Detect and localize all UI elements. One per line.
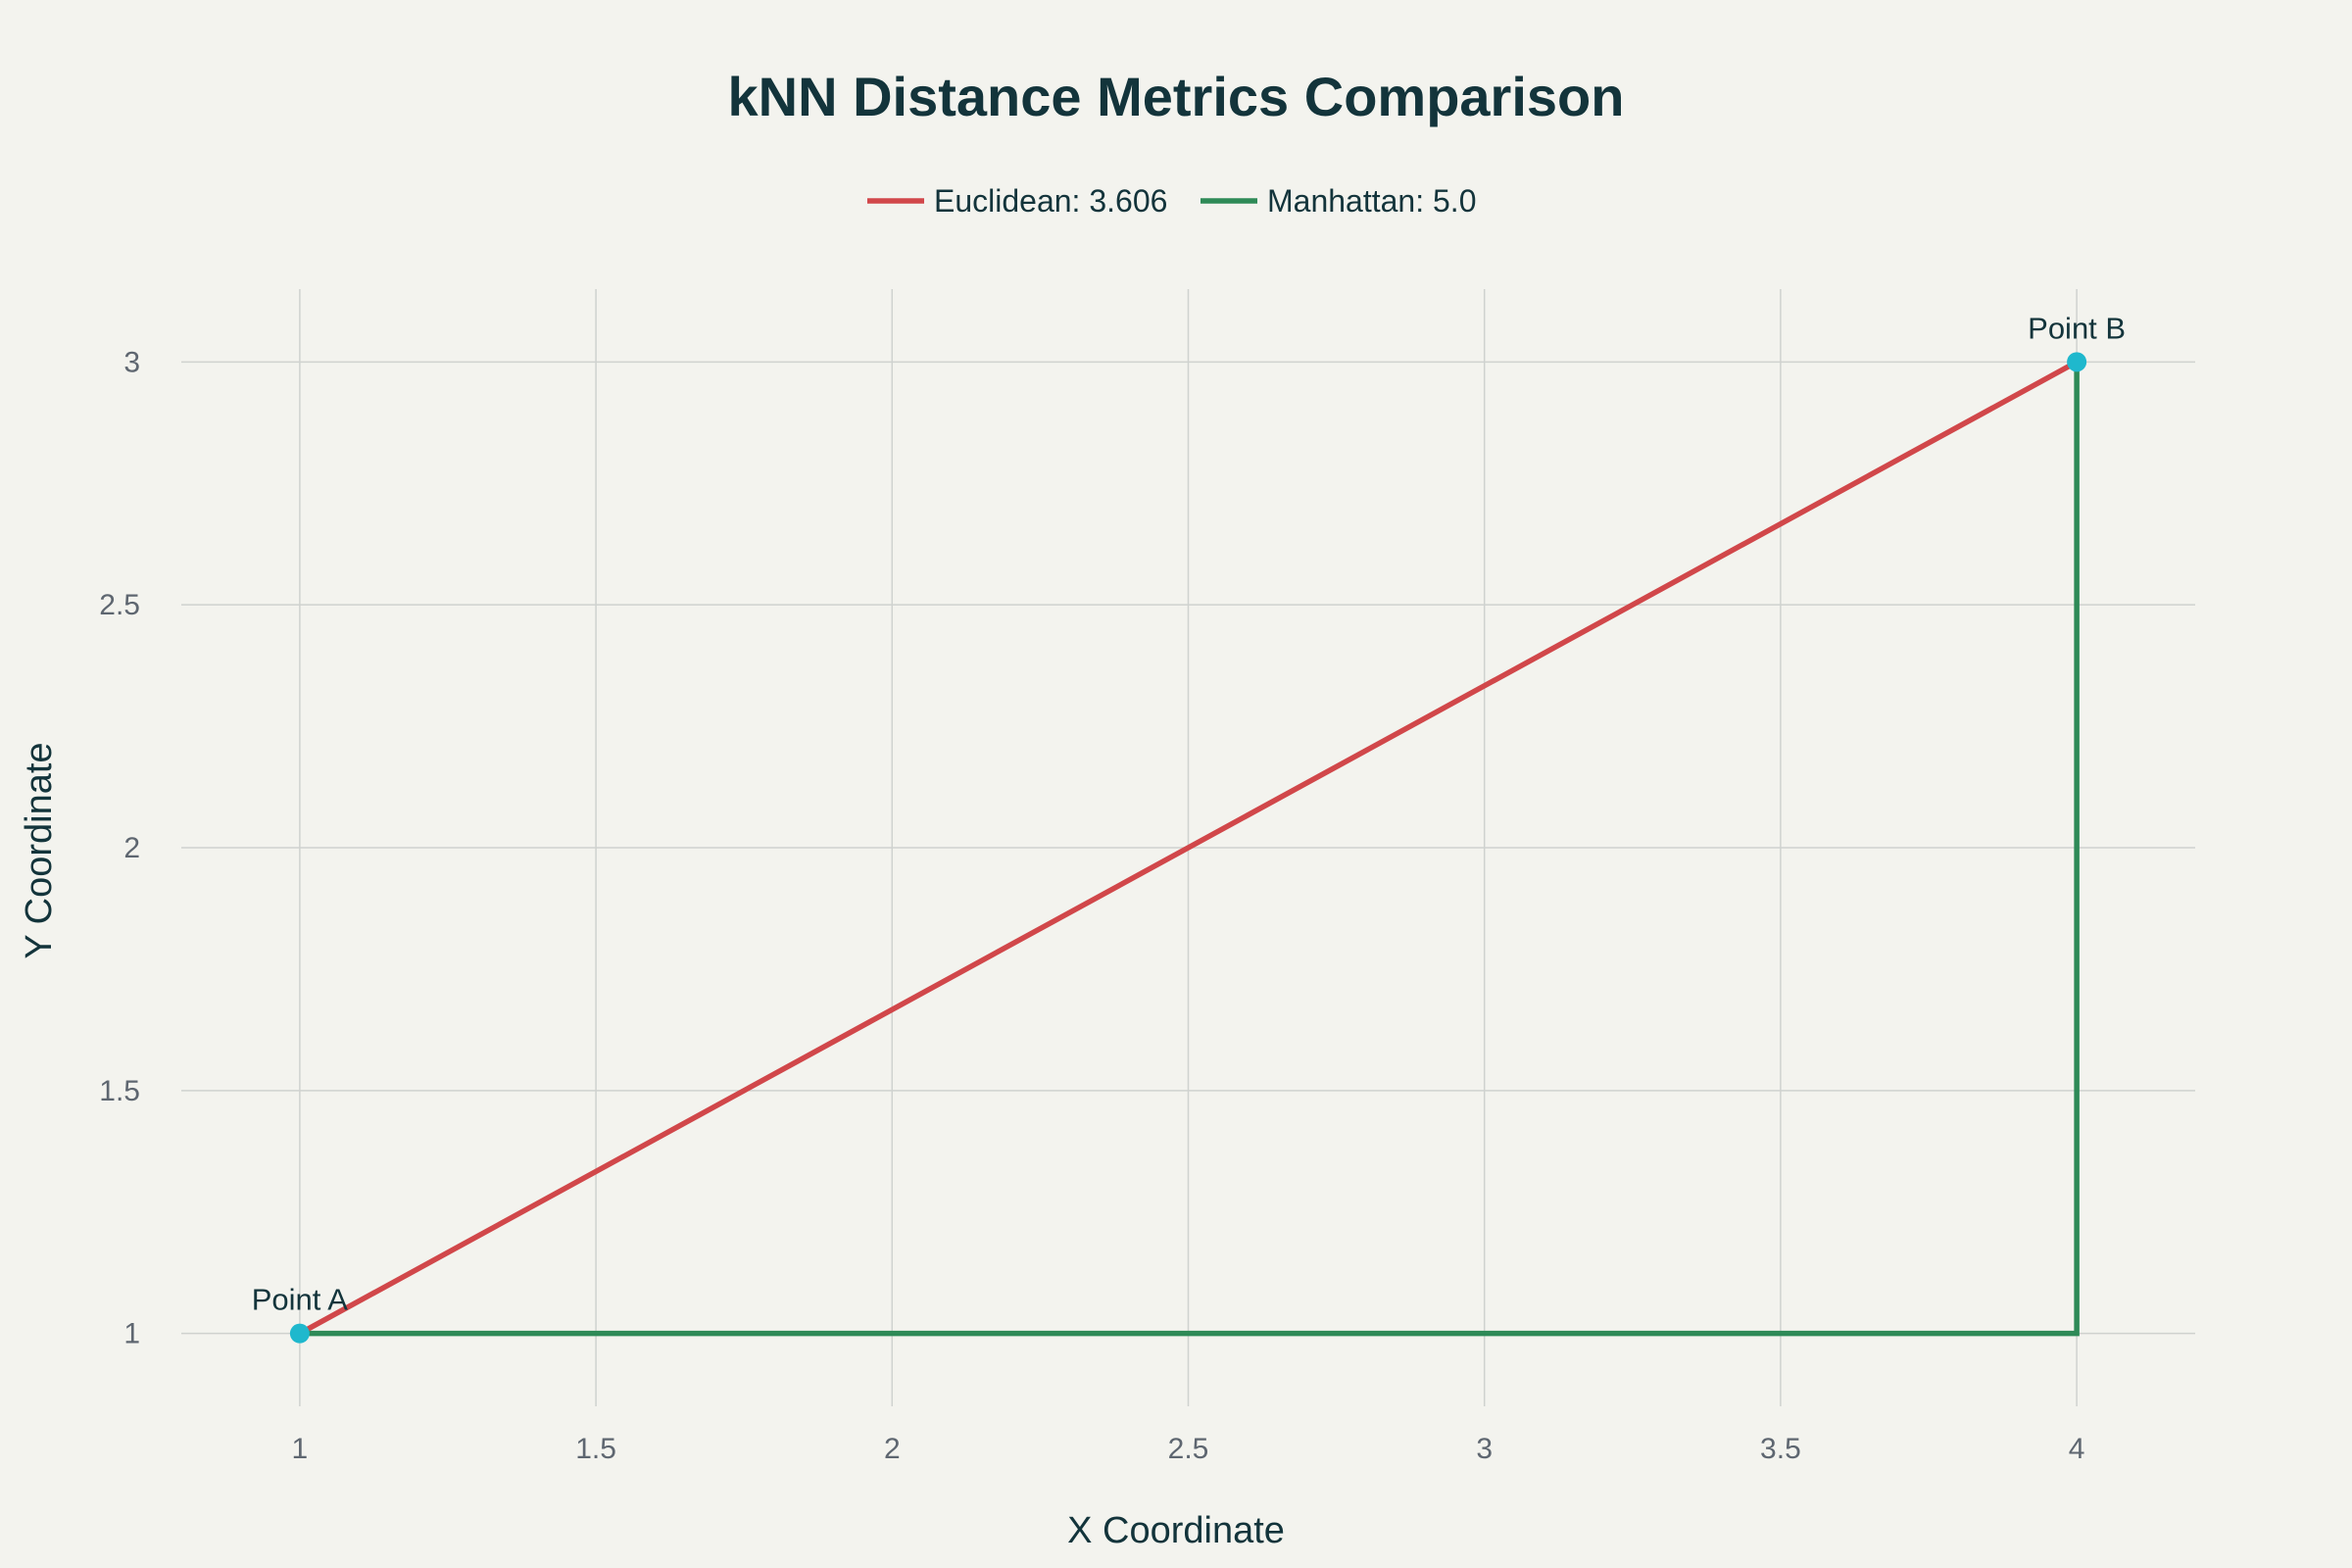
x-tick-label: 1.5 [575, 1433, 616, 1465]
x-tick-label: 2 [884, 1433, 901, 1465]
x-tick-label: 3 [1476, 1433, 1493, 1465]
y-tick-label: 2.5 [99, 589, 140, 621]
point-label: Point B [2028, 311, 2126, 345]
legend-item: Euclidean: 3.606 [867, 183, 1167, 219]
tick-layer: 1 1.5 2 2.5 3 3.5 4 1 1.5 2 2.5 3 [99, 346, 2084, 1465]
y-tick-label: 1.5 [99, 1075, 140, 1107]
point-label: Point A [252, 1283, 349, 1317]
data-point-a [289, 1323, 310, 1344]
x-tick-label: 1 [292, 1433, 309, 1465]
y-axis-title: Y Coordinate [19, 742, 60, 958]
x-tick-label: 3.5 [1760, 1433, 1801, 1465]
series-line-euclidean [298, 359, 2079, 1337]
point-layer: Point A Point B [252, 311, 2126, 1344]
y-tick-label: 1 [123, 1318, 140, 1350]
grid-layer [181, 289, 2195, 1406]
legend-label: Euclidean: 3.606 [934, 183, 1167, 219]
x-tick-label: 2.5 [1168, 1433, 1209, 1465]
series-layer [298, 359, 2080, 1337]
legend-item: Manhattan: 5.0 [1200, 183, 1476, 219]
chart-title: kNN Distance Metrics Comparison [728, 66, 1625, 127]
legend-label: Manhattan: 5.0 [1267, 183, 1476, 219]
legend: Euclidean: 3.606 Manhattan: 5.0 [867, 183, 1476, 219]
series-line-manhattan [299, 362, 2080, 1337]
y-tick-label: 2 [123, 832, 140, 864]
x-axis-title: X Coordinate [1067, 1510, 1285, 1551]
data-point-b [2067, 352, 2087, 372]
x-tick-label: 4 [2069, 1433, 2085, 1465]
y-tick-label: 3 [123, 346, 140, 378]
